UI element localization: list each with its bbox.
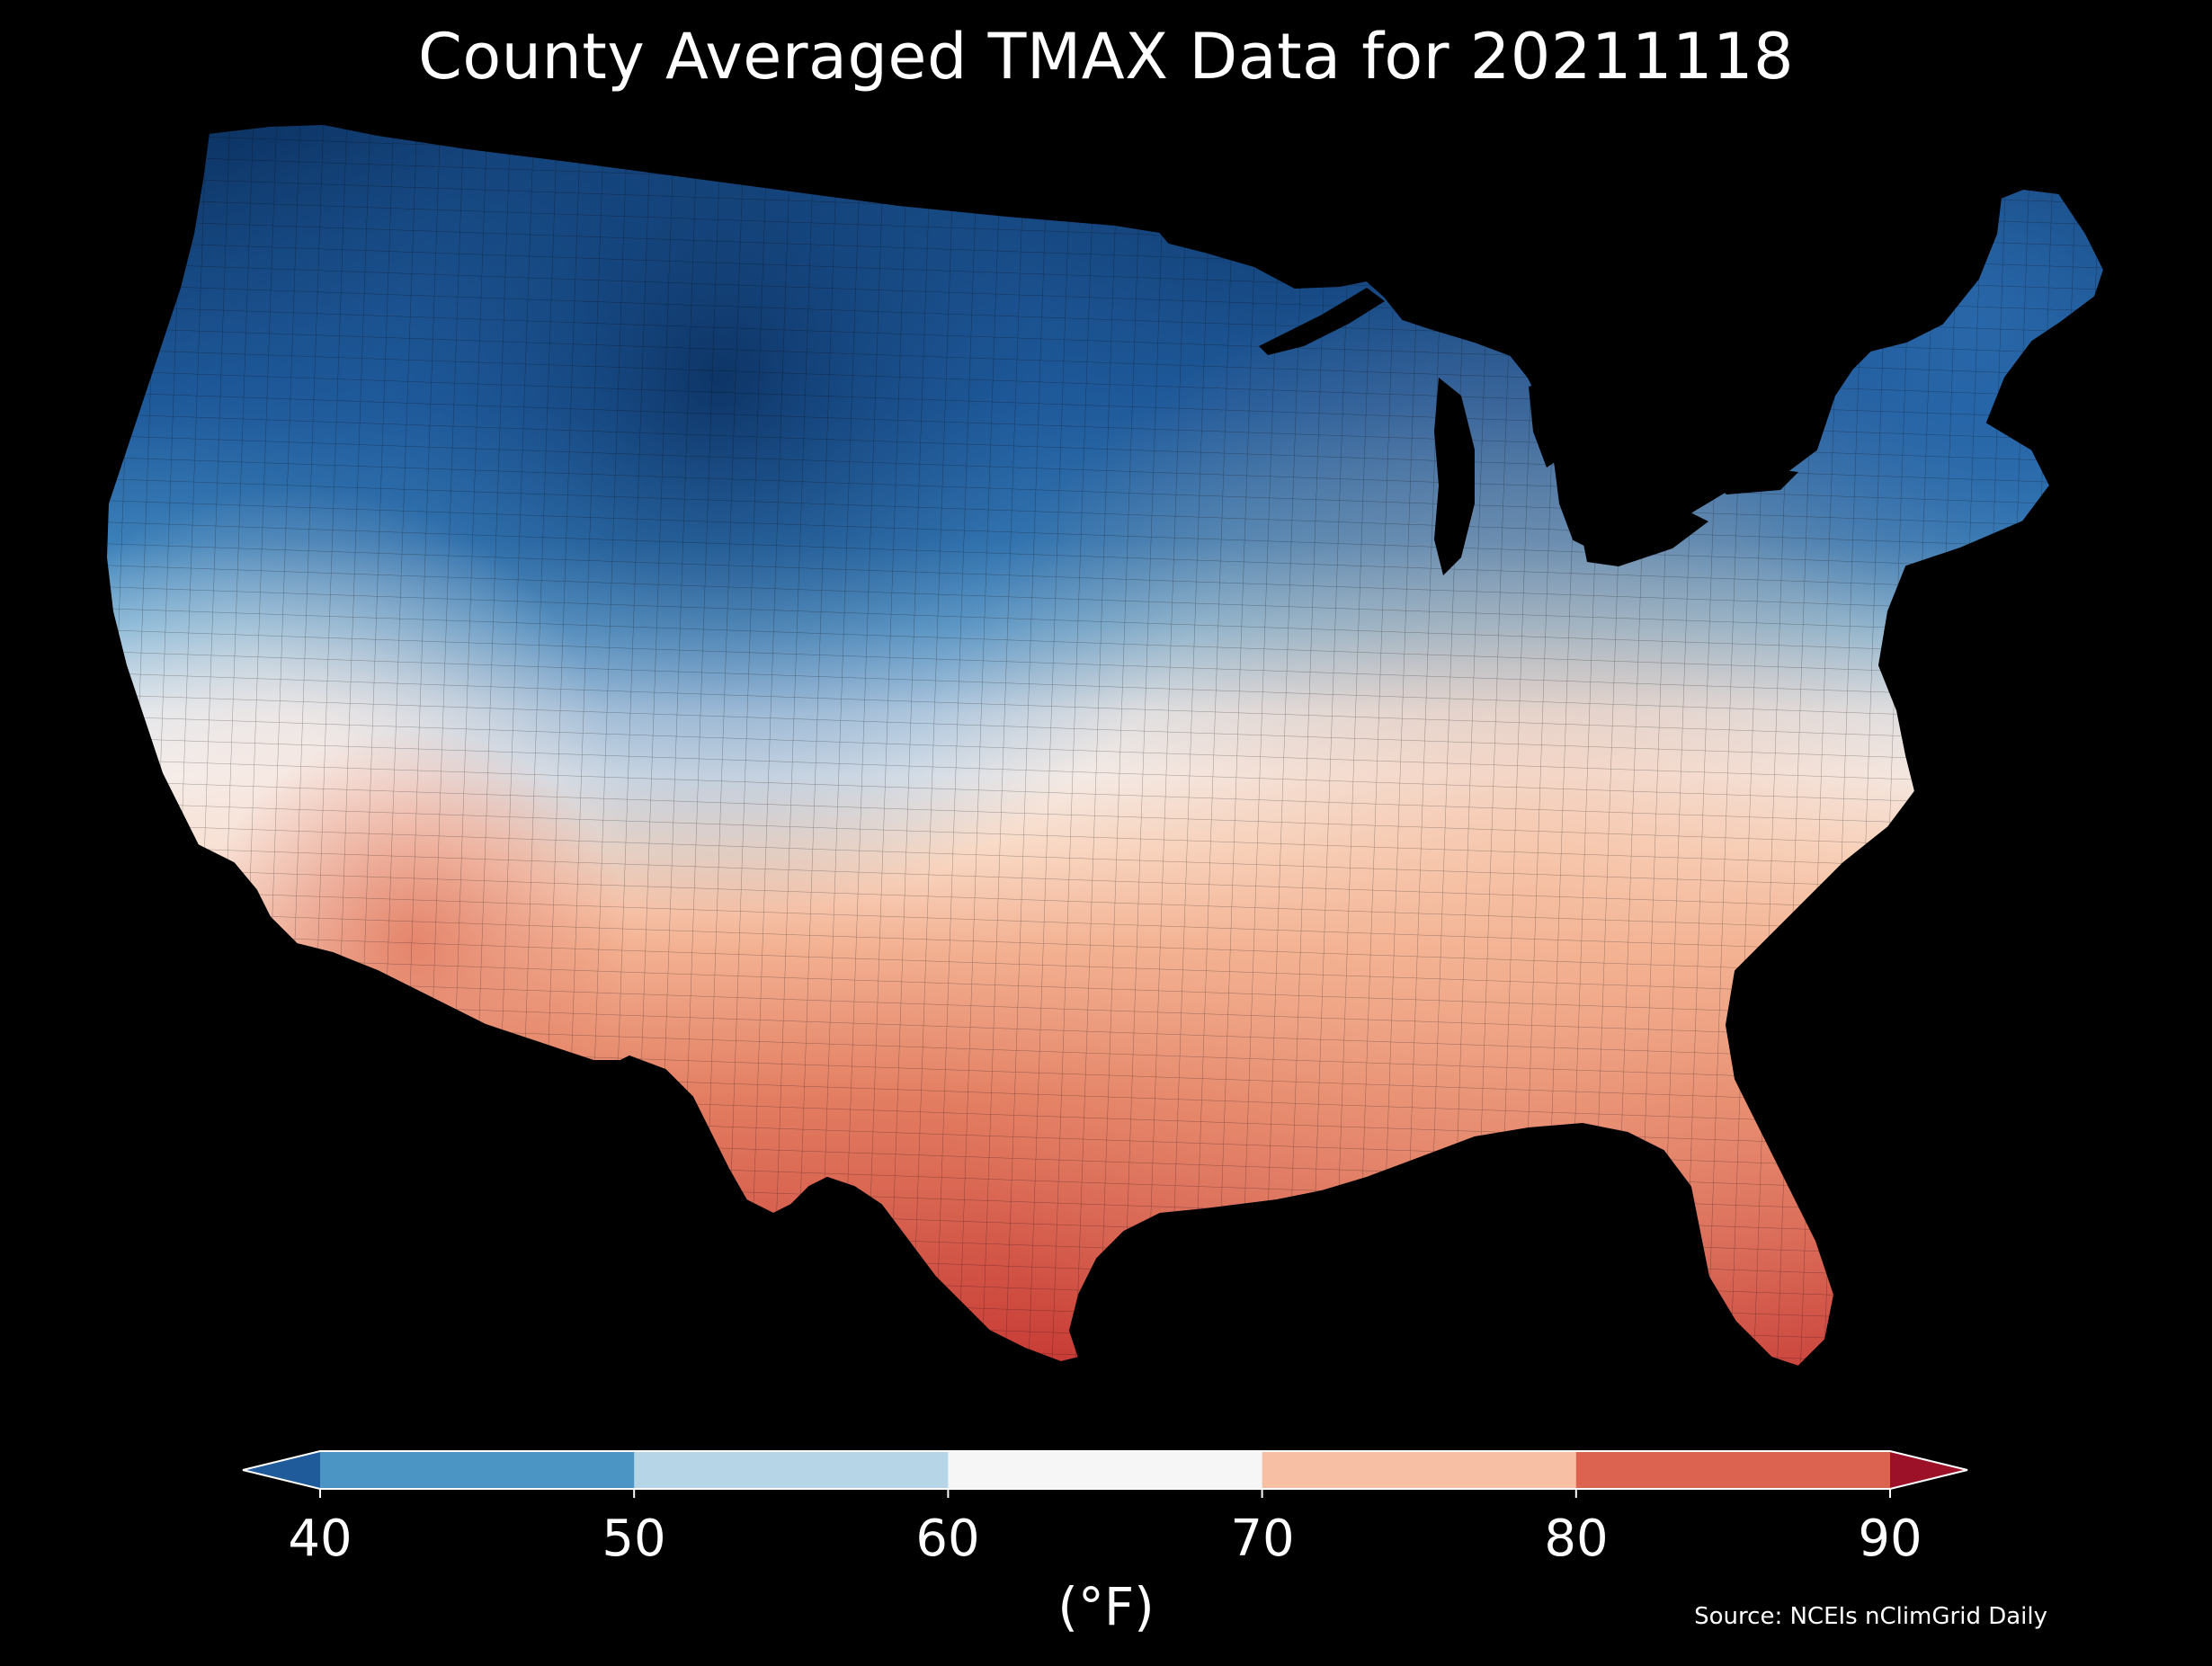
us-border [104,122,2106,1368]
colorbar-bin [634,1451,949,1489]
map-title: County Averaged TMAX Data for 20211118 [417,20,1795,94]
colorbar-bin [948,1451,1263,1489]
colorbar-bin [1262,1451,1577,1489]
colorbar-tick-label: 90 [1858,1510,1922,1568]
colorbar-tick-label: 80 [1544,1510,1609,1568]
colorbar-extend-low [243,1451,320,1489]
colorbar-tick-label: 70 [1230,1510,1295,1568]
colorbar-tick-label: 60 [915,1510,980,1568]
colorbar-bin [1575,1451,1891,1489]
colorbar-tick-label: 40 [288,1510,352,1568]
colorbar-unit-label: (°F) [1057,1576,1155,1637]
colorbar-tick-label: 50 [602,1510,666,1568]
source-note: Source: NCEIs nClimGrid Daily [1694,1603,2047,1630]
colorbar-extend-high [1890,1451,1967,1489]
colorbar-bin [320,1451,635,1489]
